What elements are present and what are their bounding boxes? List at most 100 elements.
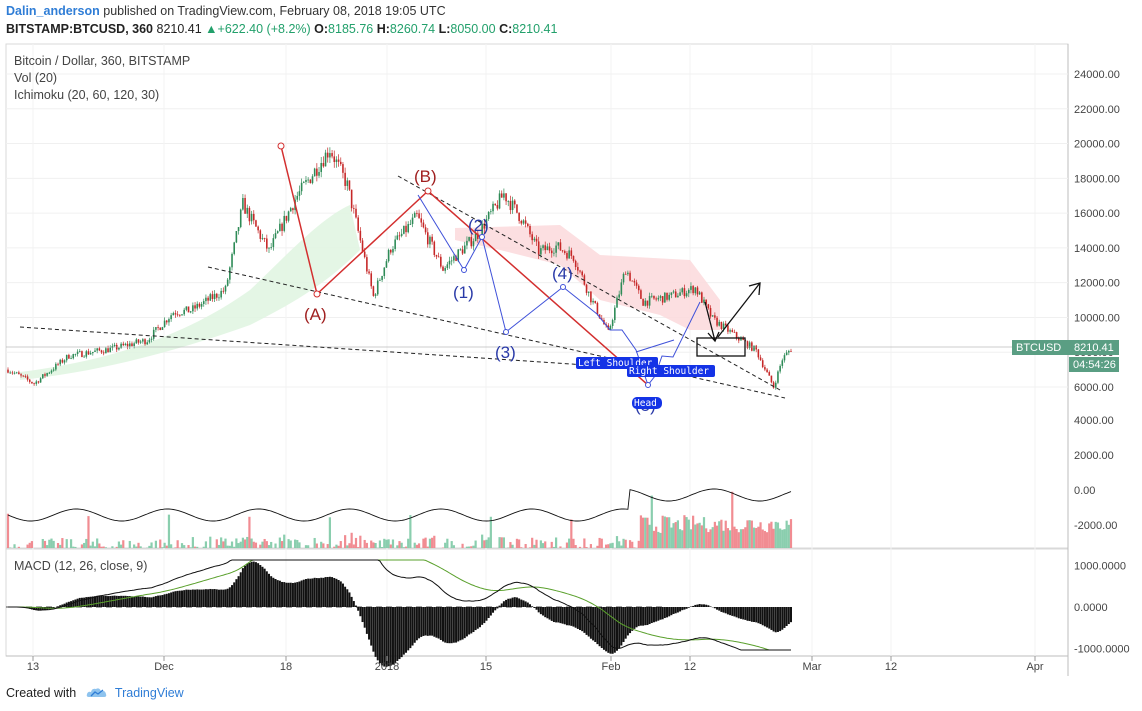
volume-bar — [487, 537, 490, 548]
volume-bar — [744, 527, 747, 548]
macd-histogram-bar — [274, 579, 277, 607]
volume-bar — [161, 547, 164, 548]
candle-body — [252, 213, 255, 221]
wave-point-1 — [461, 267, 467, 273]
volume-bar — [100, 546, 103, 548]
volume-bar — [583, 538, 586, 548]
volume-bar — [217, 544, 221, 548]
macd-histogram-bar — [328, 576, 331, 607]
macd-histogram-bar — [442, 607, 444, 642]
macd-histogram-bar — [559, 607, 562, 624]
candle-body — [429, 236, 431, 245]
macd-histogram-bar — [487, 607, 490, 619]
macd-histogram-bar — [500, 603, 503, 607]
macd-histogram-bar — [787, 607, 790, 625]
macd-histogram-bar — [459, 607, 462, 641]
tradingview-link[interactable]: TradingView — [114, 686, 184, 700]
macd-histogram-bar — [644, 607, 647, 626]
candle-body — [557, 242, 560, 246]
candle-body — [764, 367, 766, 370]
candle-body — [500, 193, 503, 198]
macd-histogram-bar — [737, 607, 740, 619]
macd-histogram-bar — [463, 607, 466, 639]
macd-histogram-bar — [642, 607, 645, 626]
volume-bar — [739, 529, 743, 548]
candle-body — [7, 369, 9, 373]
macd-indicator-label[interactable]: MACD (12, 26, close, 9) — [14, 559, 147, 573]
volume-bar — [578, 546, 582, 548]
macd-histogram-bar — [355, 605, 357, 607]
volume-bar — [243, 539, 247, 548]
candle-body — [37, 381, 40, 383]
volume-bar — [426, 546, 429, 548]
author-link[interactable]: Dalin_anderson — [6, 4, 100, 18]
volume-tick-label: -2000.00 — [1074, 520, 1117, 532]
candle-body — [70, 358, 72, 360]
macd-histogram-bar — [672, 607, 675, 614]
macd-histogram-bar — [396, 607, 399, 661]
volume-bar — [711, 527, 714, 548]
volume-bar — [642, 517, 645, 548]
candle-body — [322, 162, 325, 167]
candle-body — [751, 342, 753, 351]
macd-histogram-bar — [41, 607, 44, 611]
macd-histogram-bar — [618, 607, 621, 649]
macd-histogram-bar — [650, 607, 653, 624]
candle-body — [194, 305, 196, 309]
candle-body — [520, 220, 523, 224]
candle-body — [437, 256, 440, 258]
volume-bar — [289, 540, 292, 548]
candle-body — [63, 360, 66, 363]
macd-histogram-bar — [52, 607, 55, 609]
ichimoku-indicator-label[interactable]: Ichimoku (20, 60, 120, 30) — [14, 88, 159, 102]
macd-histogram-bar — [154, 596, 157, 607]
volume-bar — [444, 542, 447, 548]
candle-body — [709, 307, 712, 317]
close-value: 8210.41 — [512, 22, 558, 36]
time-tick-label: 12 — [885, 661, 897, 673]
macd-histogram-bar — [294, 582, 297, 607]
candle-body — [485, 219, 488, 229]
volume-bar — [724, 520, 727, 548]
candle-body — [627, 272, 629, 275]
candle-body — [120, 343, 122, 348]
macd-histogram-bar — [94, 596, 96, 607]
macd-histogram-bar — [735, 607, 738, 618]
volume-bar — [535, 539, 538, 548]
macd-histogram-bar — [394, 607, 397, 663]
macd-histogram-bar — [241, 568, 244, 607]
candle-body — [785, 352, 788, 356]
macd-histogram-bar — [509, 598, 512, 607]
high-label: H: — [376, 22, 390, 36]
macd-histogram-bar — [472, 607, 475, 633]
label-wave-4: (4) — [552, 264, 573, 283]
volume-bar — [422, 538, 425, 548]
candle-body — [42, 374, 44, 379]
price-tick-label: 12000.00 — [1074, 278, 1120, 290]
volume-bar — [400, 542, 403, 548]
candle-body — [257, 226, 259, 231]
volume-bar — [278, 537, 281, 548]
macd-histogram-bar — [183, 590, 186, 607]
volume-bar — [779, 528, 782, 548]
candle-body — [511, 200, 514, 211]
candle-body — [698, 292, 701, 295]
volume-bar — [650, 495, 653, 548]
candle-body — [105, 348, 107, 354]
candle-body — [229, 267, 231, 280]
vol-indicator-label[interactable]: Vol (20) — [14, 71, 57, 85]
candle-body — [738, 337, 740, 341]
candle-body — [653, 295, 655, 299]
volume-bar — [350, 532, 353, 548]
candle-body — [790, 350, 792, 352]
volume-bar — [657, 531, 660, 548]
macd-histogram-bar — [130, 596, 133, 607]
macd-histogram-bar — [187, 589, 190, 607]
macd-histogram-bar — [174, 591, 177, 607]
time-tick-label: 15 — [480, 661, 492, 673]
macd-histogram-bar — [648, 607, 651, 625]
candle-body — [100, 350, 103, 353]
candle-body — [416, 213, 418, 214]
macd-histogram-bar — [159, 595, 162, 607]
